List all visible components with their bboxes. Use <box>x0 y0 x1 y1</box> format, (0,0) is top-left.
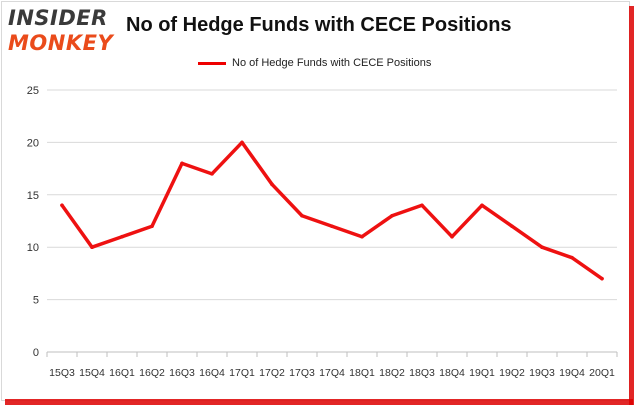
x-tick-label: 16Q2 <box>139 367 165 379</box>
x-tick-label: 19Q4 <box>559 367 585 379</box>
data-point <box>570 255 574 260</box>
data-point <box>210 172 214 176</box>
y-tick-label: 25 <box>27 85 39 97</box>
y-tick-label: 15 <box>27 190 39 202</box>
data-point <box>240 140 244 145</box>
x-tick-label: 17Q2 <box>259 367 285 379</box>
data-point <box>480 203 484 208</box>
logo-line2: MONKEY <box>8 31 114 55</box>
data-point <box>60 203 64 208</box>
x-tick-label: 18Q1 <box>349 367 375 379</box>
data-point <box>390 213 394 218</box>
data-point <box>330 224 334 229</box>
x-tick-label: 19Q3 <box>529 367 555 379</box>
x-tick-label: 20Q1 <box>589 367 615 379</box>
data-point <box>360 234 364 239</box>
x-tick-label: 19Q2 <box>499 367 525 379</box>
data-point <box>420 203 424 208</box>
data-point <box>600 276 604 281</box>
x-tick-label: 15Q4 <box>79 367 105 379</box>
x-tick-label: 16Q4 <box>199 367 225 379</box>
x-tick-label: 18Q2 <box>379 367 405 379</box>
data-point <box>120 234 124 239</box>
x-tick-label: 17Q1 <box>229 367 255 379</box>
y-tick-label: 0 <box>33 347 39 359</box>
data-point <box>300 213 304 218</box>
chart-title: No of Hedge Funds with CECE Positions <box>126 14 512 36</box>
y-tick-label: 10 <box>27 242 39 254</box>
frame-shadow-right <box>629 6 634 405</box>
series-line <box>60 140 604 281</box>
data-point <box>90 245 94 249</box>
chart-legend: No of Hedge Funds with CECE Positions <box>198 57 431 69</box>
y-tick-label: 20 <box>27 137 39 149</box>
data-point <box>150 224 154 229</box>
data-point <box>270 182 274 187</box>
x-tick-label: 16Q3 <box>169 367 195 379</box>
data-point <box>450 234 454 239</box>
legend-label: No of Hedge Funds with CECE Positions <box>232 57 432 69</box>
logo-line1: INSIDER <box>8 6 108 30</box>
data-point <box>180 161 184 166</box>
data-point <box>510 224 514 229</box>
chart-frame <box>1 1 630 401</box>
x-tick-label: 19Q1 <box>469 367 495 379</box>
x-tick-label: 18Q4 <box>439 367 465 379</box>
legend-swatch <box>198 61 226 65</box>
y-tick-label: 5 <box>33 295 39 307</box>
x-tick-label: 15Q3 <box>49 367 75 379</box>
data-point <box>540 245 544 249</box>
insider-monkey-logo: INSIDER MONKEY <box>8 4 118 58</box>
x-tick-label: 17Q4 <box>319 367 345 379</box>
x-tick-label: 16Q1 <box>109 367 135 379</box>
x-tick-label: 17Q3 <box>289 367 315 379</box>
frame-shadow-bottom <box>5 399 633 405</box>
x-tick-label: 18Q3 <box>409 367 435 379</box>
